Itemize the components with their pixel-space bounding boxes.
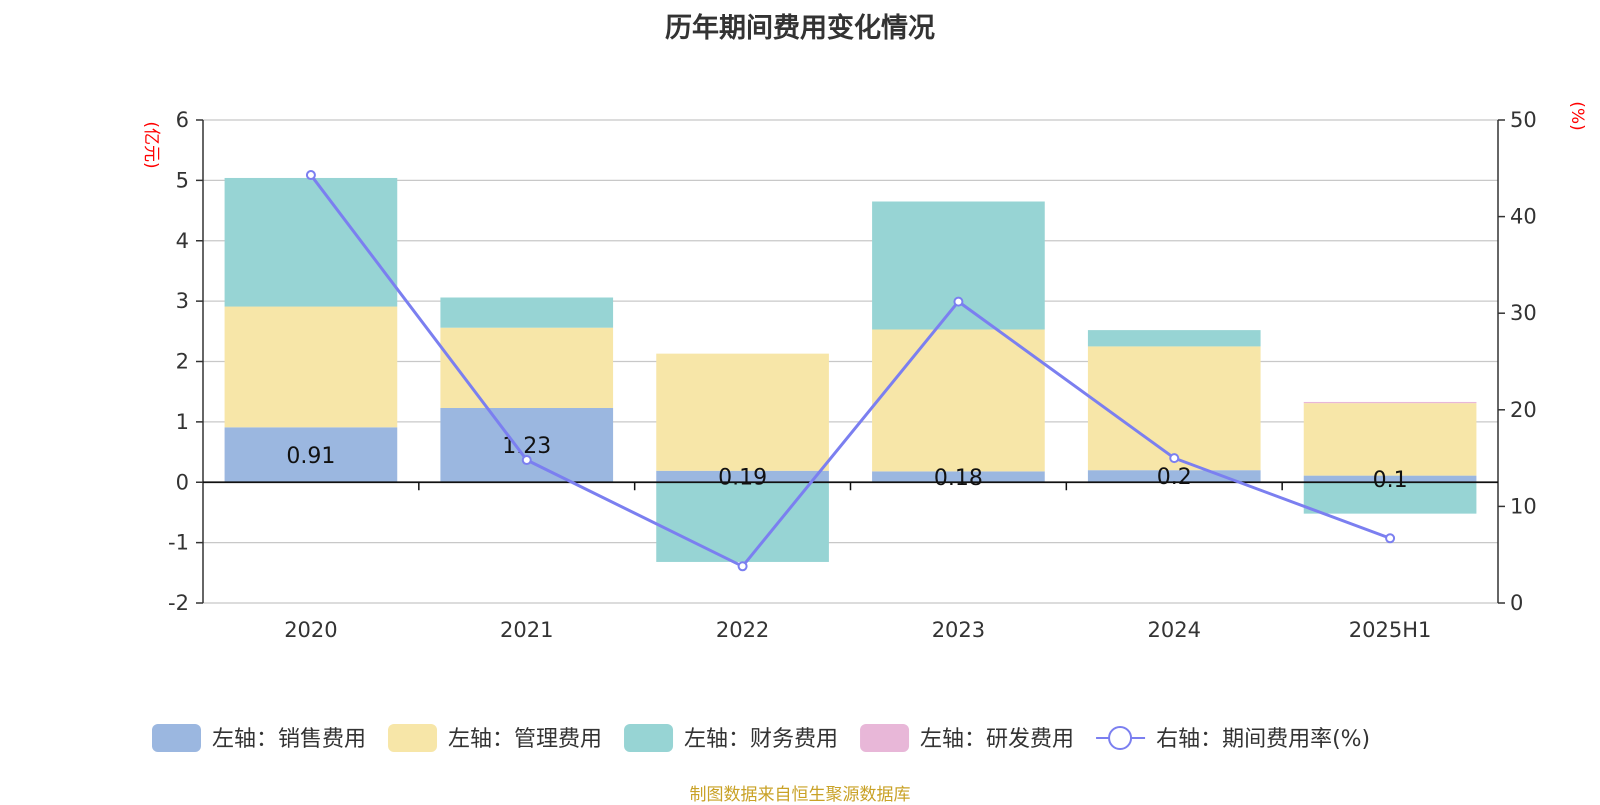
left-axis-tick-label: 1 [176, 410, 189, 434]
data-source-note: 制图数据来自恒生聚源数据库 [689, 785, 911, 805]
expense-rate-point [1385, 533, 1396, 544]
legend-swatch [860, 724, 910, 752]
legend-label: 左轴：研发费用 [920, 727, 1074, 752]
legend-label: 右轴：期间费用率(%) [1156, 727, 1370, 752]
bar-segment [872, 201, 1045, 330]
bar-segment [656, 470, 829, 483]
legend-label: 左轴：销售费用 [212, 727, 366, 752]
bar-data-label: 0.1 [1373, 468, 1408, 493]
bar-segment [872, 329, 1045, 472]
bar-segment [440, 297, 614, 328]
bar-segment [440, 327, 614, 408]
left-axis-tick-label: -1 [168, 531, 189, 555]
legend-swatch [388, 724, 438, 752]
legend-swatch [624, 724, 674, 752]
right-axis-tick-label: 10 [1510, 494, 1537, 518]
legend-line-marker [1108, 726, 1133, 750]
category-label: 2025H1 [1349, 618, 1432, 642]
expense-rate-point [305, 170, 316, 181]
bar-segment [872, 471, 1045, 483]
left-axis-tick-label: 2 [176, 350, 189, 374]
expense-rate-point [737, 561, 748, 572]
legend-label: 左轴：管理费用 [448, 727, 602, 752]
bar-segment [1087, 330, 1261, 347]
left-axis-tick-label: 0 [176, 470, 189, 494]
bar-data-label: 0.91 [286, 444, 335, 469]
legend-label: 左轴：财务费用 [684, 727, 838, 752]
expense-rate-point [521, 455, 532, 466]
category-label: 2024 [1148, 618, 1201, 642]
right-axis-tick-label: 20 [1510, 398, 1537, 422]
left-axis-tick-label: 4 [176, 229, 189, 253]
legend-swatch [152, 724, 201, 752]
left-axis-unit: (亿元) [141, 121, 161, 168]
left-axis-tick-label: -2 [168, 591, 189, 615]
bar-segment [1303, 482, 1477, 514]
bar-segment [656, 353, 829, 471]
right-axis-tick-label: 50 [1510, 108, 1537, 132]
left-axis-tick-label: 5 [176, 168, 189, 192]
right-axis-unit: (%) [1567, 101, 1587, 130]
left-axis-tick-label: 3 [176, 289, 189, 313]
bar-segment [1303, 475, 1477, 483]
bar-data-label: 0.18 [934, 466, 983, 491]
right-axis-tick-label: 0 [1510, 591, 1523, 615]
category-label: 2021 [500, 618, 553, 642]
chart-title: 历年期间费用变化情况 [665, 13, 935, 44]
expense-rate-point [953, 296, 964, 307]
bar-data-label: 0.2 [1157, 465, 1192, 490]
bar-data-label: 0.19 [718, 466, 767, 491]
category-label: 2023 [932, 618, 985, 642]
bar-segment [1087, 346, 1261, 471]
expense-rate-point [1169, 453, 1180, 464]
category-label: 2022 [716, 618, 769, 642]
category-label: 2020 [284, 618, 337, 642]
bar-segment [1303, 403, 1477, 476]
bar-segment [224, 306, 398, 428]
bar-segment [1303, 401, 1477, 404]
right-axis-tick-label: 30 [1510, 301, 1537, 325]
expense-rate-line [309, 174, 1391, 569]
left-axis-tick-label: 6 [176, 108, 189, 132]
bar-segment [440, 407, 614, 483]
right-axis-tick-label: 40 [1510, 205, 1537, 229]
bar-segment [224, 177, 398, 307]
bar-segment [224, 427, 398, 483]
